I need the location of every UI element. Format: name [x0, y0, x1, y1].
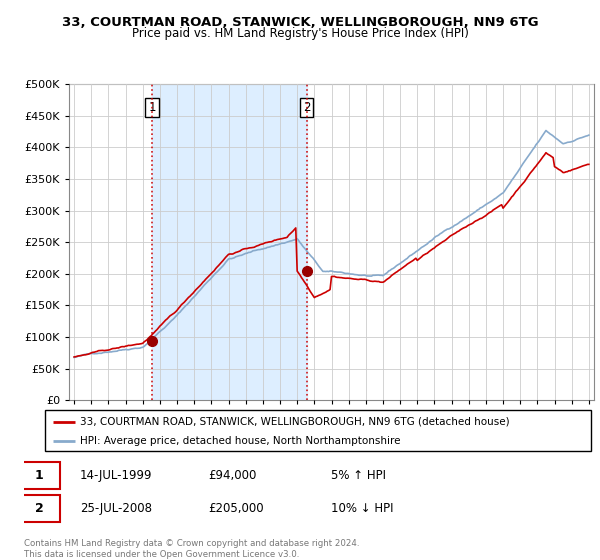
Text: 2: 2: [35, 502, 43, 515]
Text: 1: 1: [35, 469, 43, 483]
Text: 1: 1: [148, 101, 156, 114]
Text: £205,000: £205,000: [208, 502, 264, 515]
Text: 5% ↑ HPI: 5% ↑ HPI: [331, 469, 386, 483]
Text: Price paid vs. HM Land Registry's House Price Index (HPI): Price paid vs. HM Land Registry's House …: [131, 27, 469, 40]
Text: Contains HM Land Registry data © Crown copyright and database right 2024.
This d: Contains HM Land Registry data © Crown c…: [24, 539, 359, 559]
FancyBboxPatch shape: [19, 463, 60, 489]
Text: 33, COURTMAN ROAD, STANWICK, WELLINGBOROUGH, NN9 6TG: 33, COURTMAN ROAD, STANWICK, WELLINGBORO…: [62, 16, 538, 29]
Text: 14-JUL-1999: 14-JUL-1999: [80, 469, 152, 483]
Bar: [152, 84, 307, 400]
Text: HPI: Average price, detached house, North Northamptonshire: HPI: Average price, detached house, Nort…: [80, 436, 401, 446]
Text: £94,000: £94,000: [208, 469, 257, 483]
Text: 33, COURTMAN ROAD, STANWICK, WELLINGBOROUGH, NN9 6TG (detached house): 33, COURTMAN ROAD, STANWICK, WELLINGBORO…: [80, 417, 510, 427]
Text: 2: 2: [303, 101, 311, 114]
Text: 10% ↓ HPI: 10% ↓ HPI: [331, 502, 394, 515]
FancyBboxPatch shape: [19, 494, 60, 522]
Text: 25-JUL-2008: 25-JUL-2008: [80, 502, 152, 515]
